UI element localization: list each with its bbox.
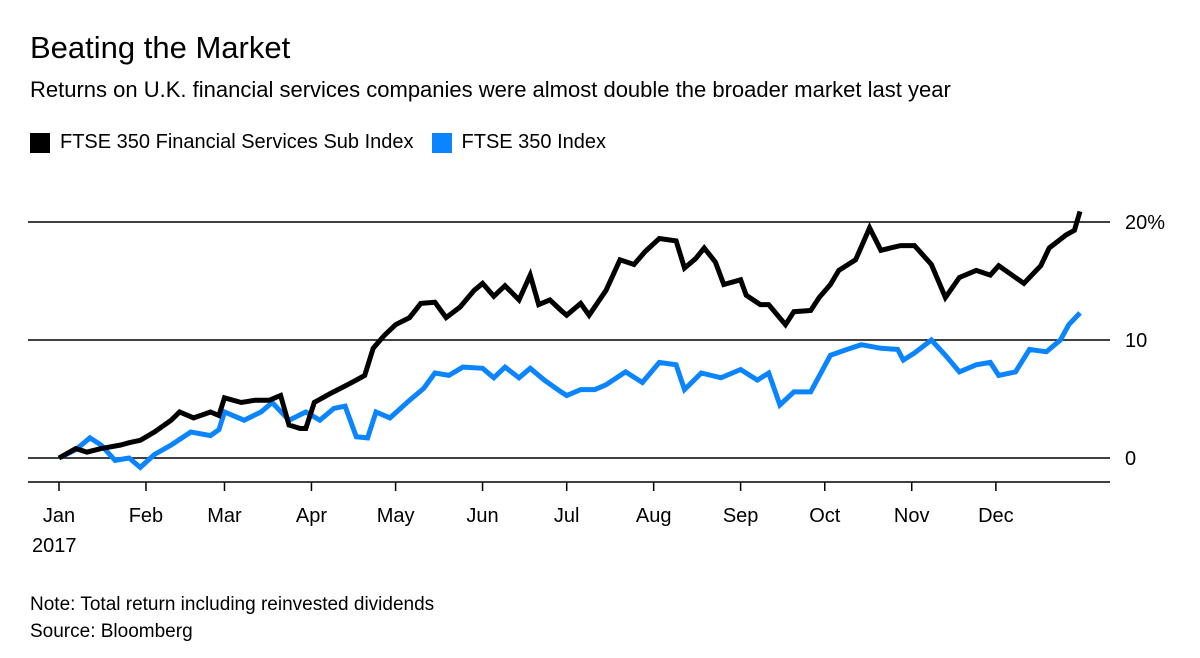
x-tick-label-may: May — [377, 505, 415, 527]
legend-label-ftse-350: FTSE 350 Index — [461, 131, 607, 153]
legend-swatch-financial-services — [30, 132, 50, 153]
legend-swatch-ftse-350 — [431, 132, 452, 153]
x-tick-label-apr: Apr — [296, 505, 327, 527]
x-tick-label-jan: Jan — [43, 505, 75, 527]
chart-note: Note: Total return including reinvested … — [30, 594, 435, 615]
legend-item-financial-services: FTSE 350 Financial Services Sub Index — [30, 131, 414, 154]
chart-source: Source: Bloomberg — [30, 621, 193, 642]
x-tick-label-jun: Jun — [466, 505, 498, 527]
x-tick-label-oct: Oct — [809, 505, 841, 527]
x-tick-label-mar: Mar — [207, 505, 242, 527]
x-tick-label-aug: Aug — [636, 505, 672, 527]
legend: FTSE 350 Financial Services Sub Index FT… — [30, 131, 624, 154]
y-tick-label-20: 20% — [1125, 212, 1165, 234]
x-tick-label-nov: Nov — [894, 505, 930, 527]
legend-label-financial-services: FTSE 350 Financial Services Sub Index — [60, 131, 414, 153]
y-tick-label-0: 0 — [1125, 448, 1136, 470]
chart-title: Beating the Market — [30, 30, 291, 65]
x-tick-label-feb: Feb — [129, 505, 163, 527]
chart-subtitle: Returns on U.K. financial services compa… — [30, 77, 951, 102]
y-tick-label-10: 10 — [1125, 330, 1147, 352]
legend-item-ftse-350: FTSE 350 Index — [431, 131, 607, 154]
x-tick-label-jul: Jul — [554, 505, 580, 527]
x-year-label: 2017 — [32, 535, 77, 557]
x-tick-label-sep: Sep — [723, 505, 759, 527]
series-line-financial-services — [57, 210, 1083, 461]
series-line-ftse-350 — [57, 311, 1082, 471]
x-tick-label-dec: Dec — [978, 505, 1014, 527]
